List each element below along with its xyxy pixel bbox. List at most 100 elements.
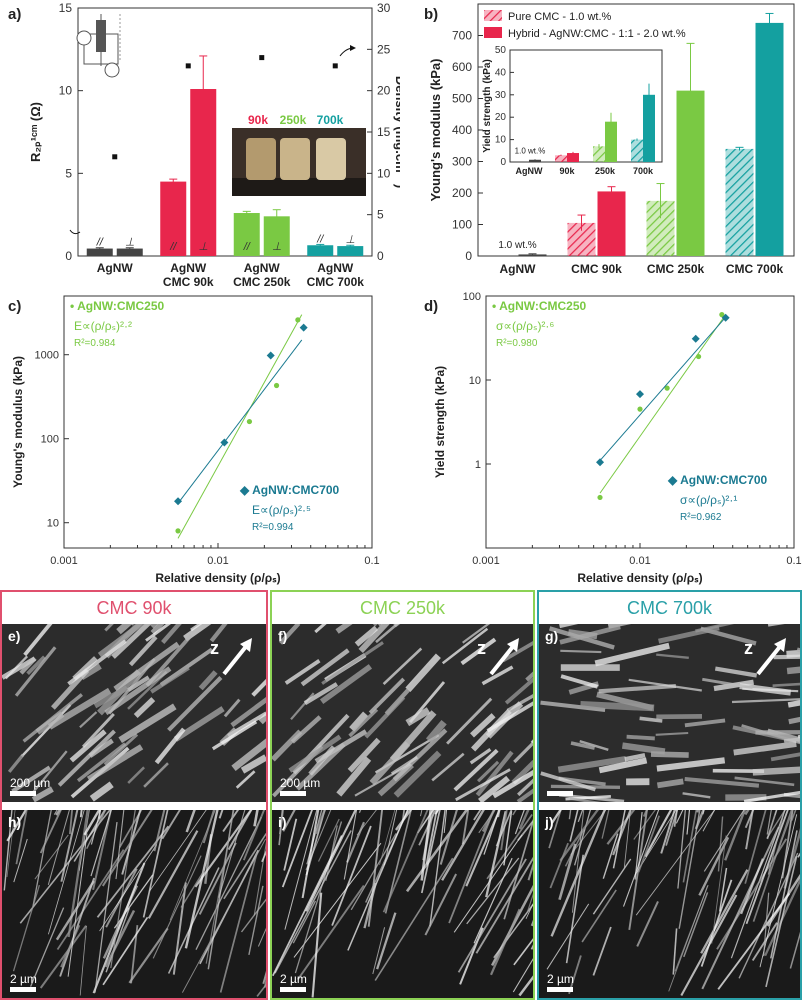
sem-column-title: CMC 250k <box>359 598 446 618</box>
x-tick-label: 0.001 <box>472 555 500 567</box>
inset-x-tick-label: 700k <box>633 166 654 176</box>
x-tick-label: CMC 250k <box>647 262 705 276</box>
bar <box>86 248 113 256</box>
y-tick-label: 10 <box>47 518 59 530</box>
inset-y-tick-label: 10 <box>495 135 507 146</box>
legend-label-hybrid: Hybrid - AgNW:CMC - 1:1 - 2.0 wt.% <box>508 28 686 40</box>
scale-bar-label: 2 µm <box>280 972 307 986</box>
y-tick-label-right: 15 <box>377 125 391 139</box>
fit-r2-cmc700: R²=0.994 <box>252 522 294 533</box>
y-tick-label: 100 <box>452 218 472 232</box>
y-tick-label: 200 <box>452 186 472 200</box>
density-point <box>332 63 338 69</box>
inset-y-tick-label: 20 <box>495 112 507 123</box>
y-tick-label-right: 10 <box>377 166 391 180</box>
data-point-diamond <box>596 458 605 467</box>
scale-bar <box>547 790 573 796</box>
data-point-circle <box>637 406 643 412</box>
bar <box>597 191 626 256</box>
bar <box>337 246 364 256</box>
inset-bar <box>555 155 567 162</box>
bar <box>518 254 547 256</box>
sem-column-title: CMC 90k <box>96 598 172 618</box>
x-axis-label: Relative density (ρ/ρₛ) <box>155 571 280 585</box>
panel-b-letter: b) <box>424 6 439 23</box>
fit-line <box>177 314 303 539</box>
inset-sample-label: 90k <box>248 113 268 127</box>
y-tick-label: 700 <box>452 29 472 43</box>
scale-bar: 200 µm <box>10 776 50 796</box>
x-tick-label: AgNW <box>97 261 134 275</box>
x-tick-label: AgNW <box>244 261 281 275</box>
bar-orientation-mark: ⊥ <box>125 237 135 249</box>
data-point-circle <box>597 494 603 501</box>
sem-panel-letter: e) <box>8 628 21 644</box>
x-tick-label: CMC 90k <box>571 262 622 276</box>
bar <box>233 213 260 256</box>
z-axis-arrow-icon: z <box>742 634 790 683</box>
y-axis-label: Yield strength (kPa) <box>433 366 447 478</box>
sem-column-3: CMC 700k g) z j) 2 µm <box>537 590 802 1000</box>
svg-text:z: z <box>477 638 486 658</box>
y-tick-label: 100 <box>463 291 481 303</box>
inset-bar <box>529 159 541 162</box>
bar <box>725 148 754 256</box>
bar-orientation-mark: // <box>96 237 104 249</box>
data-point-circle <box>246 418 253 425</box>
x-axis-label: Relative density (ρ/ρₛ) <box>577 571 702 585</box>
y-tick-label: 600 <box>452 60 472 74</box>
x-tick-label: 0.1 <box>786 555 801 567</box>
x-tick-label: CMC 700k <box>307 275 365 289</box>
circuit-wire <box>83 33 119 65</box>
sem-panel-letter: h) <box>8 814 22 830</box>
inset-x-tick-label: 250k <box>595 166 616 176</box>
inset-y-tick-label: 0 <box>500 157 506 168</box>
data-point-diamond <box>299 323 308 332</box>
scale-bar-line <box>280 791 306 796</box>
sem-column-title: CMC 700k <box>626 598 713 618</box>
scale-bar: 2 µm <box>280 972 307 992</box>
y-tick-label-left: 0 <box>65 249 72 263</box>
bar-orientation-mark: ⊥ <box>198 241 208 253</box>
plot-frame <box>63 295 373 549</box>
bar-orientation-mark: ⊥ <box>345 234 355 246</box>
y-tick-label: 100 <box>41 434 59 446</box>
fit-r2-cmc250: R²=0.980 <box>496 338 538 349</box>
fit-line <box>599 314 727 494</box>
scale-bar: 2 µm <box>10 972 37 992</box>
inset-x-tick-label: AgNW <box>516 166 543 176</box>
x-tick-label: AgNW <box>317 261 354 275</box>
bar-annotation: 1.0 wt.% <box>498 240 536 251</box>
legend-cmc700-name: ◆ AgNW:CMC700 <box>239 483 340 497</box>
bar <box>755 22 784 257</box>
x-tick-label: 0.01 <box>629 555 650 567</box>
fit-equation-cmc700: σ∝(ρ/ρₛ)²·¹ <box>680 493 737 507</box>
sem-image-bottom: h) 2 µm <box>2 810 266 998</box>
sample-cylinder <box>246 138 276 180</box>
scale-bar-line <box>10 987 36 992</box>
sem-panel-letter: f) <box>278 628 288 644</box>
inset-y-tick-label: 30 <box>495 90 507 101</box>
sample-cylinder <box>316 138 346 180</box>
sample-cylinder <box>280 138 310 180</box>
bar-orientation-mark: // <box>316 233 324 245</box>
sem-divider <box>272 802 533 810</box>
inset-bar <box>643 94 655 162</box>
scale-bar-label: 200 µm <box>280 776 321 790</box>
y-tick-label-left: 5 <box>65 166 72 180</box>
x-tick-label: 0.001 <box>50 555 78 567</box>
bar <box>116 248 143 256</box>
scale-bar-label: 2 µm <box>10 972 37 986</box>
inset-bar <box>631 139 643 162</box>
y-tick-label-right: 30 <box>377 1 391 15</box>
y-tick-label: 300 <box>452 155 472 169</box>
scale-bar-line <box>10 791 36 796</box>
y-tick-label: 10 <box>469 375 481 387</box>
legend-swatch-pure <box>484 10 502 21</box>
circuit-diagram-icon <box>76 14 121 78</box>
sem-image-top: e) 200 µm z <box>2 624 266 802</box>
inset-sample-label: 250k <box>280 113 307 127</box>
data-point-circle <box>295 317 301 323</box>
data-point-diamond <box>266 351 275 360</box>
data-point-diamond <box>174 497 183 506</box>
